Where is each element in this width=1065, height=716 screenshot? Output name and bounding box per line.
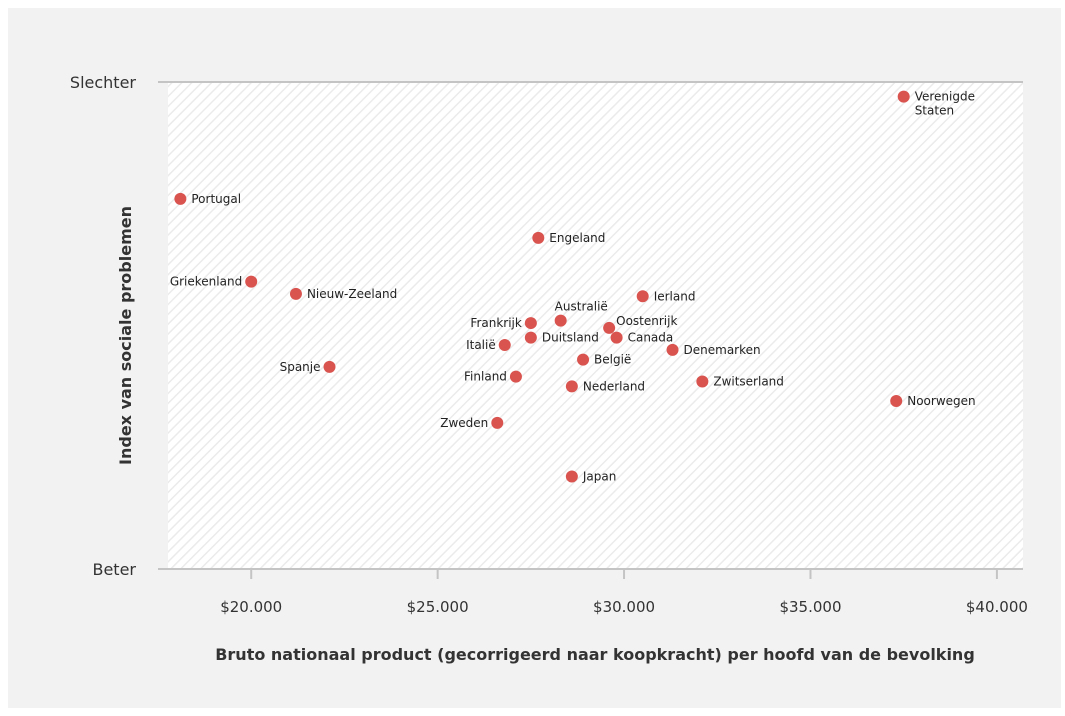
point-label: Denemarken [684, 343, 761, 357]
point-label: Nieuw-Zeeland [307, 287, 397, 301]
point-marker [636, 290, 649, 303]
data-point: België [577, 353, 631, 367]
data-point: Italië [466, 338, 511, 352]
data-point: Portugal [174, 192, 241, 206]
scatter-chart: $20.000 $25.000 $30.000 $35.000 $40.000 Vere… [70, 73, 1028, 664]
data-point: Canada [610, 331, 674, 345]
point-label: Verenigde Staten [915, 90, 975, 118]
point-marker [524, 331, 537, 344]
data-point: Verenigde Staten [897, 90, 975, 118]
data-point: Nieuw-Zeeland [289, 287, 397, 301]
x-axis-title: Bruto nationaal product (gecorrigeerd na… [215, 645, 975, 664]
point-marker [610, 331, 623, 344]
data-point: Griekenland [170, 275, 258, 289]
point-marker [245, 275, 258, 288]
data-point: Finland [464, 370, 522, 384]
data-point: Noorwegen [890, 394, 976, 408]
point-marker [666, 343, 679, 356]
point-label: Nederland [583, 379, 645, 393]
y-axis-title: Index van sociale problemen [116, 206, 135, 465]
point-label: Finland [464, 370, 507, 384]
point-label: Ierland [654, 289, 696, 303]
point-marker [174, 192, 187, 205]
point-label: Engeland [549, 231, 605, 245]
point-marker [554, 314, 567, 327]
point-label: Spanje [280, 360, 321, 374]
point-label: Oostenrijk [616, 314, 677, 328]
point-marker [890, 394, 903, 407]
point-marker [565, 380, 578, 393]
data-point: Oostenrijk [603, 314, 677, 334]
x-tick-label: $40.000 [966, 598, 1028, 616]
data-point: Ierland [636, 289, 696, 303]
y-axis-top-label: Slechter [70, 73, 137, 92]
plot-area [168, 82, 1023, 569]
point-label: Noorwegen [907, 394, 975, 408]
data-point: Spanje [280, 360, 336, 374]
x-tick-label: $25.000 [407, 598, 469, 616]
data-point: Zwitserland [696, 375, 784, 389]
point-marker [603, 321, 616, 334]
x-tick-label: $20.000 [220, 598, 282, 616]
point-marker [491, 416, 504, 429]
data-point: Duitsland [524, 331, 599, 345]
point-marker [323, 360, 336, 373]
x-tick-label: $35.000 [779, 598, 841, 616]
point-label: Zwitserland [713, 375, 784, 389]
data-point: Japan [565, 469, 616, 483]
data-point: Zweden [440, 416, 504, 430]
point-marker [509, 370, 522, 383]
data-point: Nederland [565, 379, 645, 393]
point-marker [524, 317, 537, 330]
chart-frame: $20.000 $25.000 $30.000 $35.000 $40.000 Vere… [8, 8, 1061, 708]
point-marker [498, 338, 511, 351]
point-marker [532, 231, 545, 244]
data-point: Australië [554, 300, 608, 327]
data-point: Denemarken [666, 343, 761, 357]
point-label: Duitsland [542, 331, 599, 345]
point-marker [577, 353, 590, 366]
y-axis-bottom-label: Beter [92, 560, 136, 579]
x-tick-label: $30.000 [593, 598, 655, 616]
point-label: Italië [466, 338, 496, 352]
data-point: Frankrijk [470, 316, 537, 330]
point-label: België [594, 353, 631, 367]
point-label: Zweden [440, 416, 488, 430]
point-label: Griekenland [170, 275, 242, 289]
data-point: Engeland [532, 231, 605, 245]
point-label: Australië [555, 300, 608, 314]
point-marker [696, 375, 709, 388]
point-label: Frankrijk [470, 316, 521, 330]
point-label: Japan [582, 469, 616, 483]
point-marker [897, 90, 910, 103]
point-label: Portugal [191, 192, 241, 206]
point-marker [289, 287, 302, 300]
point-label: Canada [628, 331, 674, 345]
point-marker [565, 470, 578, 483]
